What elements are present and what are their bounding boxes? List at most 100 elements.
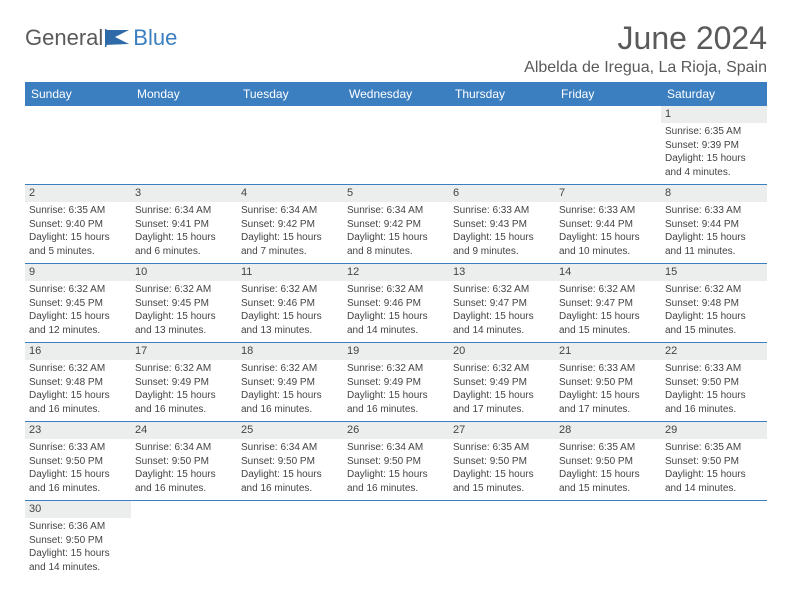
day-number: 9: [25, 264, 131, 281]
day-details: Sunrise: 6:35 AMSunset: 9:39 PMDaylight:…: [661, 123, 767, 183]
weekday-header-row: Sunday Monday Tuesday Wednesday Thursday…: [25, 82, 767, 106]
calendar-day-cell: 27Sunrise: 6:35 AMSunset: 9:50 PMDayligh…: [449, 422, 555, 501]
calendar-week-row: 23Sunrise: 6:33 AMSunset: 9:50 PMDayligh…: [25, 422, 767, 501]
day-number: 2: [25, 185, 131, 202]
calendar-day-cell: [343, 501, 449, 580]
calendar-day-cell: [555, 106, 661, 185]
day-number: 5: [343, 185, 449, 202]
daylight-text: Daylight: 15 hours and 16 minutes.: [29, 389, 127, 416]
day-details: Sunrise: 6:33 AMSunset: 9:50 PMDaylight:…: [661, 360, 767, 420]
daylight-text: Daylight: 15 hours and 8 minutes.: [347, 231, 445, 258]
day-details: Sunrise: 6:32 AMSunset: 9:46 PMDaylight:…: [343, 281, 449, 341]
sunrise-text: Sunrise: 6:32 AM: [665, 283, 763, 297]
daylight-text: Daylight: 15 hours and 12 minutes.: [29, 310, 127, 337]
sunset-text: Sunset: 9:50 PM: [559, 455, 657, 469]
day-number: 24: [131, 422, 237, 439]
calendar-day-cell: [131, 501, 237, 580]
sunset-text: Sunset: 9:49 PM: [135, 376, 233, 390]
sunrise-text: Sunrise: 6:33 AM: [665, 204, 763, 218]
sunset-text: Sunset: 9:50 PM: [29, 534, 127, 548]
calendar-day-cell: 3Sunrise: 6:34 AMSunset: 9:41 PMDaylight…: [131, 185, 237, 264]
daylight-text: Daylight: 15 hours and 16 minutes.: [347, 468, 445, 495]
sunset-text: Sunset: 9:50 PM: [453, 455, 551, 469]
sunset-text: Sunset: 9:45 PM: [29, 297, 127, 311]
day-number-empty: [343, 106, 449, 124]
day-number: 6: [449, 185, 555, 202]
calendar-day-cell: 6Sunrise: 6:33 AMSunset: 9:43 PMDaylight…: [449, 185, 555, 264]
daylight-text: Daylight: 15 hours and 16 minutes.: [135, 389, 233, 416]
logo-text-2: Blue: [133, 25, 177, 51]
day-details: Sunrise: 6:32 AMSunset: 9:49 PMDaylight:…: [343, 360, 449, 420]
day-number-empty: [131, 501, 237, 519]
daylight-text: Daylight: 15 hours and 16 minutes.: [241, 468, 339, 495]
sunrise-text: Sunrise: 6:32 AM: [241, 362, 339, 376]
calendar-day-cell: 5Sunrise: 6:34 AMSunset: 9:42 PMDaylight…: [343, 185, 449, 264]
sunrise-text: Sunrise: 6:32 AM: [135, 362, 233, 376]
calendar-day-cell: 12Sunrise: 6:32 AMSunset: 9:46 PMDayligh…: [343, 264, 449, 343]
day-number: 15: [661, 264, 767, 281]
daylight-text: Daylight: 15 hours and 16 minutes.: [665, 389, 763, 416]
calendar-day-cell: 24Sunrise: 6:34 AMSunset: 9:50 PMDayligh…: [131, 422, 237, 501]
day-number: 23: [25, 422, 131, 439]
day-details: Sunrise: 6:32 AMSunset: 9:45 PMDaylight:…: [131, 281, 237, 341]
calendar-day-cell: 25Sunrise: 6:34 AMSunset: 9:50 PMDayligh…: [237, 422, 343, 501]
calendar-day-cell: 11Sunrise: 6:32 AMSunset: 9:46 PMDayligh…: [237, 264, 343, 343]
day-number: 10: [131, 264, 237, 281]
calendar-day-cell: [131, 106, 237, 185]
day-details: Sunrise: 6:32 AMSunset: 9:45 PMDaylight:…: [25, 281, 131, 341]
sunset-text: Sunset: 9:44 PM: [559, 218, 657, 232]
sunrise-text: Sunrise: 6:32 AM: [453, 283, 551, 297]
day-details: Sunrise: 6:33 AMSunset: 9:43 PMDaylight:…: [449, 202, 555, 262]
day-details: Sunrise: 6:32 AMSunset: 9:48 PMDaylight:…: [661, 281, 767, 341]
daylight-text: Daylight: 15 hours and 15 minutes.: [559, 468, 657, 495]
daylight-text: Daylight: 15 hours and 17 minutes.: [453, 389, 551, 416]
day-number: 8: [661, 185, 767, 202]
sunset-text: Sunset: 9:46 PM: [347, 297, 445, 311]
calendar-day-cell: 10Sunrise: 6:32 AMSunset: 9:45 PMDayligh…: [131, 264, 237, 343]
sunrise-text: Sunrise: 6:35 AM: [665, 441, 763, 455]
sunset-text: Sunset: 9:40 PM: [29, 218, 127, 232]
sunset-text: Sunset: 9:47 PM: [559, 297, 657, 311]
sunset-text: Sunset: 9:50 PM: [135, 455, 233, 469]
calendar-day-cell: [555, 501, 661, 580]
logo-text-1: General: [25, 25, 103, 51]
sunset-text: Sunset: 9:45 PM: [135, 297, 233, 311]
day-number: 26: [343, 422, 449, 439]
daylight-text: Daylight: 15 hours and 14 minutes.: [453, 310, 551, 337]
day-number-empty: [131, 106, 237, 124]
day-number: 4: [237, 185, 343, 202]
daylight-text: Daylight: 15 hours and 15 minutes.: [559, 310, 657, 337]
daylight-text: Daylight: 15 hours and 9 minutes.: [453, 231, 551, 258]
header: General Blue June 2024 Albelda de Iregua…: [25, 20, 767, 77]
daylight-text: Daylight: 15 hours and 5 minutes.: [29, 231, 127, 258]
sunset-text: Sunset: 9:50 PM: [559, 376, 657, 390]
day-details: Sunrise: 6:33 AMSunset: 9:44 PMDaylight:…: [555, 202, 661, 262]
calendar-day-cell: 13Sunrise: 6:32 AMSunset: 9:47 PMDayligh…: [449, 264, 555, 343]
weekday-header: Monday: [131, 82, 237, 106]
day-number-empty: [237, 106, 343, 124]
logo-flag-icon: [105, 29, 131, 47]
sunrise-text: Sunrise: 6:34 AM: [241, 441, 339, 455]
sunrise-text: Sunrise: 6:32 AM: [135, 283, 233, 297]
calendar-day-cell: [449, 106, 555, 185]
day-details: Sunrise: 6:34 AMSunset: 9:50 PMDaylight:…: [237, 439, 343, 499]
sunset-text: Sunset: 9:42 PM: [347, 218, 445, 232]
sunrise-text: Sunrise: 6:32 AM: [347, 283, 445, 297]
sunset-text: Sunset: 9:50 PM: [347, 455, 445, 469]
day-number: 29: [661, 422, 767, 439]
day-number: 16: [25, 343, 131, 360]
sunset-text: Sunset: 9:50 PM: [665, 376, 763, 390]
weekday-header: Tuesday: [237, 82, 343, 106]
day-number: 19: [343, 343, 449, 360]
sunrise-text: Sunrise: 6:32 AM: [29, 362, 127, 376]
calendar-day-cell: 9Sunrise: 6:32 AMSunset: 9:45 PMDaylight…: [25, 264, 131, 343]
day-details: Sunrise: 6:34 AMSunset: 9:50 PMDaylight:…: [343, 439, 449, 499]
sunset-text: Sunset: 9:46 PM: [241, 297, 339, 311]
day-number: 11: [237, 264, 343, 281]
calendar-day-cell: 22Sunrise: 6:33 AMSunset: 9:50 PMDayligh…: [661, 343, 767, 422]
calendar-day-cell: 28Sunrise: 6:35 AMSunset: 9:50 PMDayligh…: [555, 422, 661, 501]
daylight-text: Daylight: 15 hours and 13 minutes.: [241, 310, 339, 337]
sunrise-text: Sunrise: 6:32 AM: [347, 362, 445, 376]
day-number-empty: [237, 501, 343, 519]
calendar-day-cell: [237, 106, 343, 185]
